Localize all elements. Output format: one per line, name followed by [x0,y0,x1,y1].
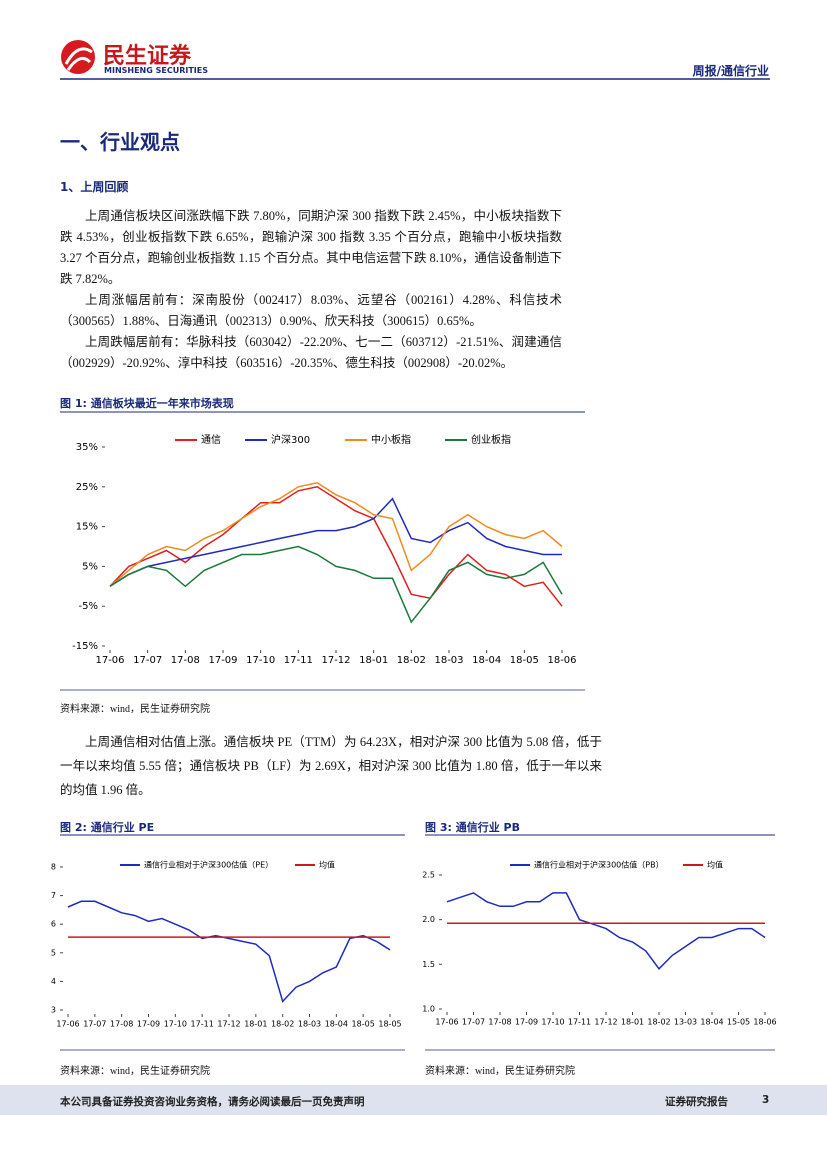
x-tick-label: 18-06 [547,655,576,666]
footer-report-type: 证券研究报告 [665,1096,728,1108]
footer-disclaimer: 本公司具备证券投资咨询业务资格，请务必阅读最后一页免责声明 [60,1096,365,1108]
x-tick-label: 13-03 [674,1018,697,1027]
legend-label: 通信 [201,434,221,446]
x-tick-label: 17-07 [133,655,162,666]
series-line [446,892,766,970]
paragraph: 上周涨幅居前有：深南股份（002417）8.03%、远望谷（002161）4.2… [60,293,562,328]
y-tick-label: 1.0 [422,1005,435,1014]
x-tick-label: 17-11 [191,1020,214,1029]
y-tick-label: 25% [76,482,98,493]
x-tick-label: 17-11 [568,1018,591,1027]
x-tick-label: 17-09 [515,1018,538,1027]
figure-source: 资料来源：wind，民生证券研究院 [425,1066,575,1077]
logo-swoosh [64,47,93,71]
y-tick-label: 5% [82,561,98,572]
x-tick-label: 18-05 [378,1020,401,1029]
x-tick-label: 18-03 [298,1020,321,1029]
y-tick-label: 15% [76,522,98,533]
x-tick-label: 17-08 [110,1020,133,1029]
x-tick-label: 18-03 [434,655,463,666]
figure-source: 资料来源：wind，民生证券研究院 [60,704,210,715]
x-tick-label: 18-05 [510,655,539,666]
x-tick-label: 17-06 [435,1018,458,1027]
series-line [109,482,563,587]
legend-label: 均值 [319,860,335,870]
x-tick-label: 18-01 [621,1018,644,1027]
y-tick-label: 3 [51,1006,56,1015]
series-line [109,497,562,587]
y-tick-label: 35% [76,442,98,453]
y-tick-label: 2.5 [422,871,435,880]
paragraph: 上周通信板块区间涨跌幅下跌 7.80%，同期沪深 300 指数下跌 2.45%，… [60,209,562,286]
legend-label: 通信行业相对于沪深300估值（PB） [534,860,664,870]
figure-caption: 图 2: 通信行业 PE [60,821,155,834]
y-tick-label: 7 [51,891,56,900]
x-tick-label: 18-02 [397,655,426,666]
x-tick-label: 18-04 [700,1018,723,1027]
logo-cn: 民生证券 [103,44,192,69]
y-tick-label: -15% [72,641,98,652]
y-tick-label: 4 [51,977,56,986]
x-tick-label: 17-07 [462,1018,485,1027]
paragraph: 上周通信相对估值上涨。通信板块 PE（TTM）为 64.23X，相对沪深 300… [60,735,602,797]
x-tick-label: 15-05 [727,1018,750,1027]
x-tick-label: 18-04 [472,655,501,666]
x-tick-label: 17-12 [594,1018,617,1027]
x-tick-label: 17-06 [56,1020,79,1029]
x-tick-label: 17-10 [246,655,275,666]
figure-caption: 图 3: 通信行业 PB [425,821,520,834]
x-tick-label: 18-02 [271,1020,294,1029]
subsection-title: 1、上周回顾 [60,180,129,194]
footer-band [0,1085,827,1115]
y-tick-label: 5 [51,948,56,957]
legend-label: 均值 [707,860,723,870]
x-tick-label: 18-06 [753,1018,776,1027]
y-tick-label: -5% [79,601,98,612]
figure-caption: 图 1: 通信板块最近一年来市场表现 [60,397,234,410]
y-tick-label: 6 [51,920,56,929]
y-tick-label: 2.0 [422,915,435,924]
series-line [109,486,563,607]
legend-label: 创业板指 [471,433,511,446]
x-tick-label: 18-04 [325,1020,348,1029]
y-tick-label: 1.5 [422,960,435,969]
x-tick-label: 17-09 [208,655,237,666]
x-tick-label: 17-08 [488,1018,511,1027]
x-tick-label: 18-05 [352,1020,375,1029]
x-tick-label: 17-12 [217,1020,240,1029]
y-tick-label: 8 [51,863,56,872]
figure-source: 资料来源：wind，民生证券研究院 [60,1066,210,1077]
x-tick-label: 18-01 [244,1020,267,1029]
legend-label: 通信行业相对于沪深300估值（PE） [144,860,273,870]
x-tick-label: 17-06 [95,655,124,666]
legend-label: 中小板指 [371,433,411,446]
x-tick-label: 18-01 [359,655,388,666]
page-number: 3 [762,1094,770,1106]
paragraph: 上周跌幅居前有：华脉科技（603042）-22.20%、七一二（603712）-… [60,335,562,370]
section-title: 一、行业观点 [60,130,180,154]
series-line [109,545,563,624]
x-tick-label: 17-10 [164,1020,187,1029]
x-tick-label: 17-07 [83,1020,106,1029]
x-tick-label: 17-11 [284,655,313,666]
x-tick-label: 17-12 [321,655,350,666]
x-tick-label: 17-10 [541,1018,564,1027]
x-tick-label: 17-08 [171,655,200,666]
legend-label: 沪深300 [271,433,310,446]
paragraphs: 上周通信板块区间涨跌幅下跌 7.80%，同期沪深 300 指数下跌 2.45%，… [60,206,562,374]
logo-icon [61,40,95,74]
x-tick-label: 18-02 [647,1018,670,1027]
series-line [67,900,391,1003]
x-tick-label: 17-09 [137,1020,160,1029]
header-category: 周报/通信行业 [692,64,769,78]
logo-en: MINSHENG SECURITIES [104,66,208,75]
